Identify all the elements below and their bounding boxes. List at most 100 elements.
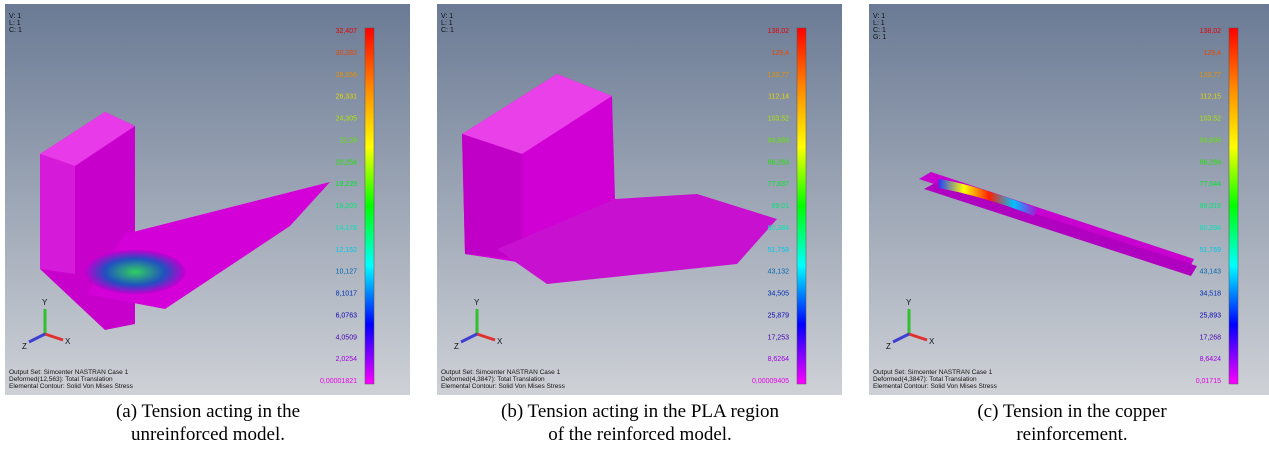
legend-label: 0,00001821 (320, 378, 357, 385)
legend-label: 24,305 (336, 116, 358, 123)
legend-label: 112,15 (1200, 94, 1221, 101)
axis-label: Z (22, 342, 27, 351)
footer-text: Deformed(4,3847): Total Translation (441, 376, 545, 383)
caption-line: (c) Tension in the copper (862, 400, 1269, 423)
model-face (40, 154, 75, 274)
viewport-canvas: V: 1L: 1C: 1G: 1 138,02 129,4 120,77 112,15 1… (869, 4, 1269, 395)
legend-label: 120,77 (768, 72, 790, 79)
footer-text: Deformed(4,3847): Total Translation (873, 376, 977, 383)
view-info: L: 1 (441, 20, 453, 27)
legend-label: 28,356 (336, 72, 358, 79)
footer-text: Elemental Contour: Solid Von Mises Stres… (873, 383, 998, 390)
axis-label: Z (886, 342, 891, 351)
view-info: C: 1 (441, 27, 454, 34)
legend-label: 6,0763 (336, 312, 358, 319)
figure: V: 1L: 1C: 132,40730,38228,35626,33124,3… (0, 0, 1269, 475)
legend-label: 43,143 (1200, 269, 1222, 276)
legend-label: 77,644 (1200, 181, 1222, 188)
legend-label: 138,02 (1200, 28, 1222, 35)
footer-text: Output Set: Simcenter NASTRAN Case 1 (441, 369, 561, 376)
legend-label: 10,127 (336, 269, 358, 276)
view-info: G: 1 (873, 34, 886, 41)
legend-label: 129,4 (771, 50, 789, 57)
legend-label: 86,263 (768, 159, 790, 166)
legend-label: 26,331 (336, 94, 358, 101)
axis-label: Z (454, 342, 459, 351)
legend-label: 112,14 (768, 94, 789, 101)
legend-label: 69,019 (1200, 203, 1222, 210)
legend-label: 51,769 (1200, 247, 1222, 254)
color-bar (1229, 28, 1238, 384)
legend-label: 20,254 (336, 159, 358, 166)
axis-label: X (929, 337, 935, 346)
legend-label: 8,6264 (768, 356, 790, 363)
caption-line: unreinforced model. (0, 423, 418, 446)
legend-label: 138,02 (768, 28, 790, 35)
legend-label: 30,382 (336, 50, 358, 57)
model-face (462, 134, 522, 259)
legend-label: 8,1017 (336, 291, 358, 298)
legend-label: 17,253 (768, 334, 790, 341)
view-info: V: 1 (441, 13, 453, 20)
footer-text: Elemental Contour: Solid Von Mises Stres… (441, 383, 566, 390)
legend-label: 34,505 (768, 291, 790, 298)
legend-label: 18,229 (336, 181, 358, 188)
axis-label: X (497, 337, 503, 346)
legend-label: 22,28 (339, 137, 357, 144)
caption-line: (b) Tension acting in the PLA region (430, 400, 850, 423)
legend-label: 43,132 (768, 269, 790, 276)
color-bar (797, 28, 806, 384)
footer-text: Elemental Contour: Solid Von Mises Stres… (9, 383, 134, 390)
view-info: C: 1 (9, 27, 22, 34)
legend-label: 94,895 (1200, 137, 1222, 144)
view-info: L: 1 (9, 20, 21, 27)
legend-label: 120,77 (1200, 72, 1222, 79)
caption-line: (a) Tension acting in the (0, 400, 418, 423)
axis-label: X (65, 337, 71, 346)
legend-label: 2,0254 (336, 356, 358, 363)
view-info: C: 1 (873, 27, 886, 34)
legend-label: 25,893 (1200, 312, 1222, 319)
footer-text: Output Set: Simcenter NASTRAN Case 1 (9, 369, 129, 376)
caption: (a) Tension acting in theunreinforced mo… (0, 400, 418, 446)
view-info: V: 1 (873, 13, 885, 20)
view-info: L: 1 (873, 20, 885, 27)
viewport: V: 1L: 1C: 1 32,407 30,382 28,356 26,331 24,3… (5, 4, 410, 395)
viewport-canvas: V: 1L: 1C: 1 138,02 129,4 120,77 112,14 103,5… (437, 4, 842, 395)
color-bar (365, 28, 374, 384)
legend-label: 51,758 (768, 247, 790, 254)
legend-label: 60,394 (1200, 225, 1222, 232)
legend-label: 103,52 (1200, 116, 1222, 123)
legend-label: 86,269 (1200, 159, 1222, 166)
legend-label: 0,00009405 (752, 378, 789, 385)
legend-label: 103,52 (768, 116, 790, 123)
legend-label: 8,6424 (1200, 356, 1222, 363)
caption-line: of the reinforced model. (430, 423, 850, 446)
legend-label: 25,879 (768, 312, 790, 319)
footer-text: Output Set: Simcenter NASTRAN Case 1 (873, 369, 993, 376)
view-info: V: 1 (9, 13, 21, 20)
caption-line: reinforcement. (862, 423, 1269, 446)
legend-label: 0,01715 (1196, 378, 1221, 385)
legend-label: 4,0509 (336, 334, 358, 341)
legend-label: 77,637 (768, 181, 790, 188)
legend-label: 94,889 (768, 137, 790, 144)
legend-label: 34,518 (1200, 291, 1222, 298)
axis-label: Y (474, 298, 480, 307)
legend-label: 17,268 (1200, 334, 1222, 341)
legend-label: 16,203 (336, 203, 358, 210)
legend-label: 69,01 (771, 203, 789, 210)
viewport-canvas: V: 1L: 1C: 1 32,407 30,382 28,356 26,331 24,3… (5, 4, 410, 395)
axis-label: Y (906, 298, 912, 307)
axis-label: Y (42, 298, 48, 307)
legend-label: 14,178 (336, 225, 358, 232)
legend-label: 32,407 (336, 28, 358, 35)
legend-label: 129,4 (1203, 50, 1221, 57)
stress-zone (85, 250, 185, 294)
legend-label: 12,152 (336, 247, 358, 254)
legend-label: 60,384 (768, 225, 790, 232)
